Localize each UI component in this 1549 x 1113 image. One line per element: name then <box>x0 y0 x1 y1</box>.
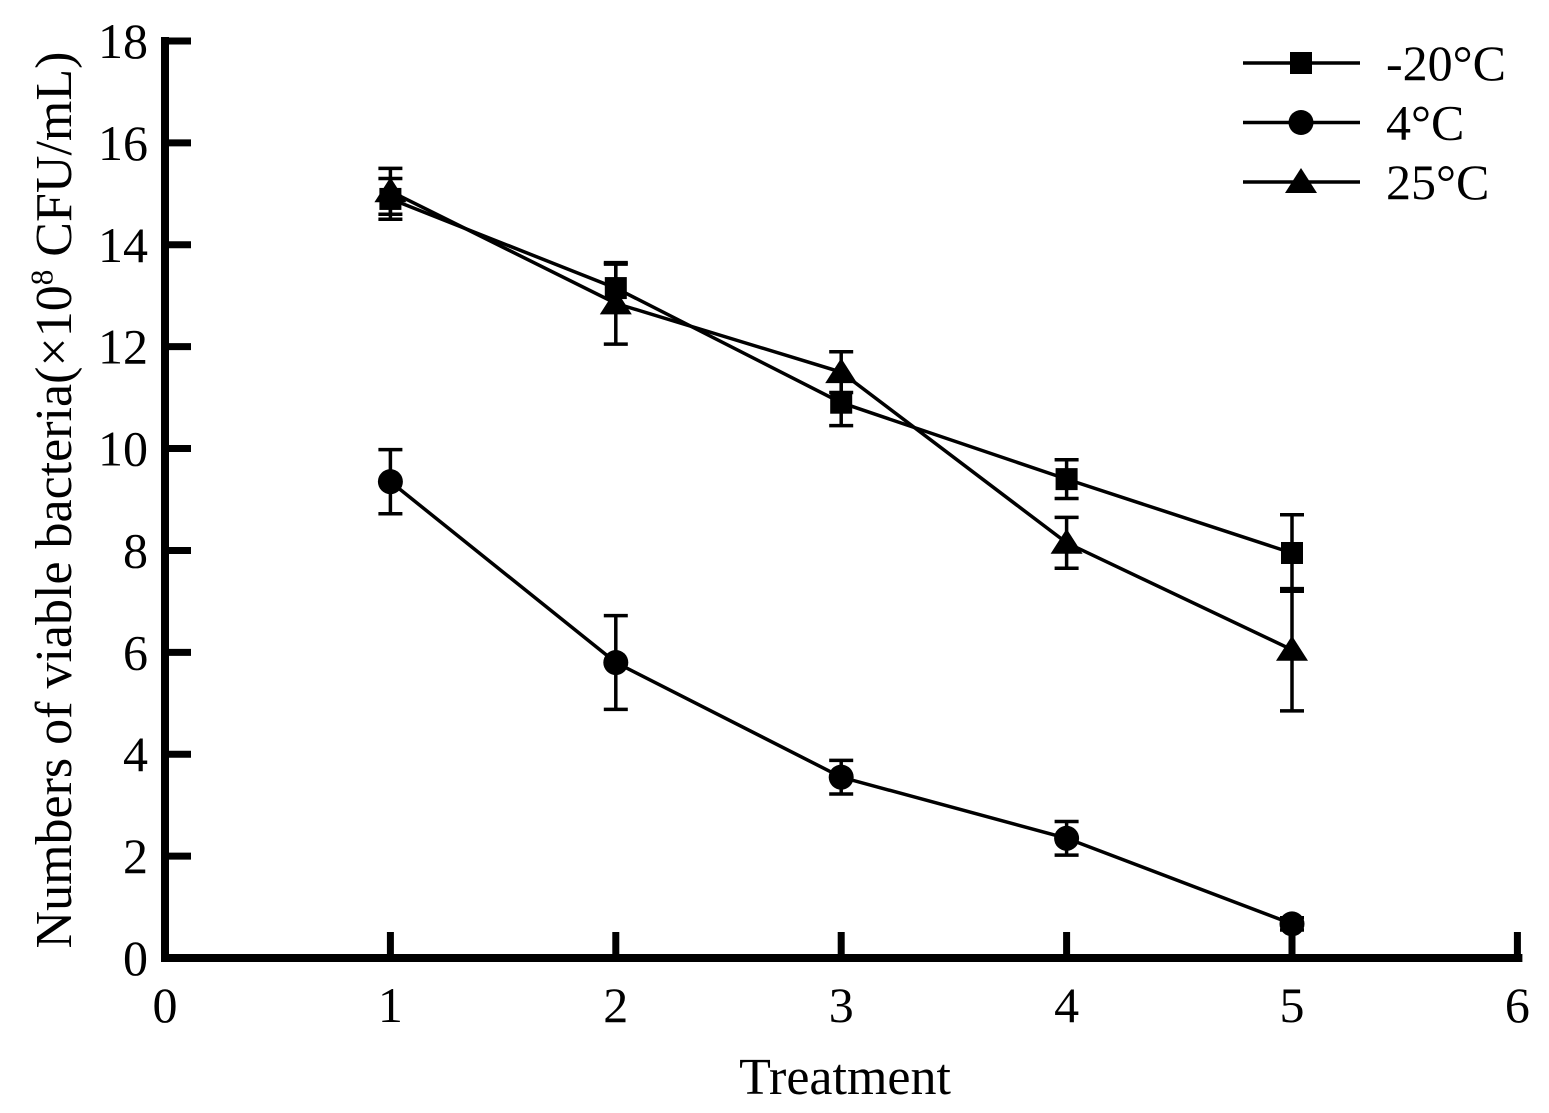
legend-label-4c: 4°C <box>1386 95 1464 151</box>
y-tick-label-2: 2 <box>123 828 148 884</box>
series-line-4c <box>389 480 1293 926</box>
y-tick-label-4: 4 <box>123 726 148 782</box>
square-marker-20c-3 <box>830 391 853 414</box>
legend-circle-icon <box>1288 110 1314 135</box>
legend-triangle-icon <box>1285 168 1317 193</box>
series-25c <box>374 166 1308 713</box>
y-axis-title-superscript: 8 <box>24 269 60 286</box>
y-tick-label-16: 16 <box>98 115 148 171</box>
y-axis-title-text: Numbers of viable bacteria(×10 <box>26 285 83 949</box>
triangle-marker-25c-1 <box>374 177 407 203</box>
legend-label-20c: -20°C <box>1386 35 1506 91</box>
x-tick-label-5: 5 <box>1280 977 1305 1033</box>
legend-item-20c: -20°C <box>1243 35 1506 91</box>
x-tick-label-4: 4 <box>1054 977 1079 1033</box>
x-axis-title: Treatment <box>739 1049 951 1106</box>
x-tick-label-0: 0 <box>153 977 178 1033</box>
square-marker-20c-5 <box>1281 541 1303 564</box>
x-tick-label-2: 2 <box>603 977 628 1033</box>
legend: -20°C4°C25°C <box>1243 35 1506 210</box>
triangle-marker-25c-3 <box>825 358 858 384</box>
square-marker-20c-4 <box>1055 468 1078 491</box>
y-axis-title: Numbers of viable bacteria(×108 CFU/mL) <box>23 0 87 1000</box>
series-4c <box>377 447 1305 937</box>
x-tick-label-3: 3 <box>829 977 854 1033</box>
y-tick-label-18: 18 <box>98 13 148 69</box>
circle-marker-4c-1 <box>377 469 403 495</box>
x-tick-label-6: 6 <box>1505 977 1530 1033</box>
y-tick-label-12: 12 <box>98 319 148 375</box>
circle-marker-4c-3 <box>828 764 854 790</box>
legend-item-25c: 25°C <box>1243 154 1489 210</box>
legend-item-4c: 4°C <box>1243 95 1464 151</box>
y-axis-title-unit: CFU/mL) <box>26 51 83 270</box>
y-tick-label-0: 0 <box>123 930 148 986</box>
legend-label-25c: 25°C <box>1386 154 1489 210</box>
y-tick-label-14: 14 <box>98 217 148 273</box>
triangle-marker-25c-5 <box>1276 635 1308 661</box>
triangle-marker-25c-2 <box>599 289 632 315</box>
circle-marker-4c-5 <box>1279 911 1305 937</box>
triangle-marker-25c-4 <box>1050 528 1083 554</box>
y-tick-label-8: 8 <box>123 522 148 578</box>
y-tick-label-10: 10 <box>98 421 148 477</box>
x-tick-label-1: 1 <box>378 977 403 1033</box>
legend-square-icon <box>1290 52 1312 74</box>
y-tick-label-6: 6 <box>123 624 148 680</box>
circle-marker-4c-4 <box>1054 825 1080 851</box>
circle-marker-4c-2 <box>603 650 629 676</box>
